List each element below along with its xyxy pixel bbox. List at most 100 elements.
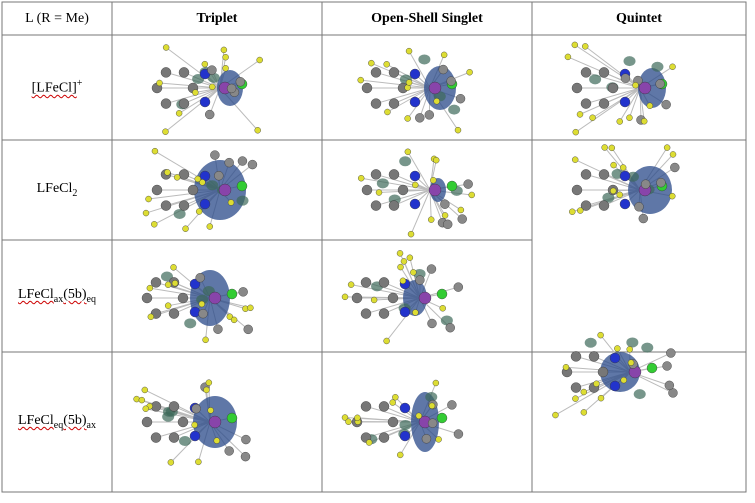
atom — [436, 412, 448, 424]
atom — [410, 269, 417, 276]
row-label: LFeClax(5b)eq — [2, 240, 112, 352]
atom — [392, 394, 399, 401]
atom — [205, 109, 215, 120]
bond — [165, 87, 221, 133]
atom — [151, 147, 159, 155]
atom — [341, 293, 349, 301]
atom — [227, 199, 235, 206]
atom — [142, 405, 149, 412]
atom — [150, 432, 162, 443]
bond — [579, 87, 641, 115]
atom — [580, 169, 592, 180]
atom — [226, 83, 237, 94]
atom — [447, 400, 457, 410]
atom — [407, 230, 415, 238]
atom — [580, 388, 588, 396]
atom — [646, 362, 658, 374]
atom — [236, 180, 248, 192]
atom — [580, 98, 592, 109]
bond — [183, 87, 221, 105]
atom — [669, 63, 676, 71]
atom — [189, 306, 201, 318]
atom — [235, 77, 246, 87]
atom — [387, 416, 399, 428]
atom — [412, 181, 419, 189]
atom — [226, 313, 234, 320]
atom — [213, 437, 220, 444]
atom — [160, 200, 172, 211]
bond — [360, 79, 431, 89]
bond — [407, 151, 431, 191]
atom — [580, 67, 592, 78]
atom — [627, 359, 635, 366]
atom — [428, 216, 435, 223]
atom — [582, 43, 589, 50]
spin-lobe — [425, 392, 438, 403]
atom — [656, 177, 666, 188]
atom — [171, 280, 179, 287]
atom — [610, 161, 617, 169]
atom — [201, 60, 209, 68]
atom — [607, 82, 619, 94]
atom — [399, 277, 407, 285]
atom — [616, 191, 623, 199]
atom — [243, 324, 253, 335]
spin-density — [638, 68, 666, 108]
row-label: LFeCl2 — [2, 140, 112, 240]
atom — [156, 79, 163, 87]
atom — [406, 254, 414, 261]
spin-lobe — [651, 61, 664, 72]
atom — [646, 102, 654, 109]
atom — [191, 403, 201, 414]
atom — [368, 59, 375, 67]
atom — [397, 263, 404, 271]
atom — [441, 212, 449, 219]
atom — [226, 412, 238, 424]
header-cell: Open-Shell Singlet — [371, 10, 483, 26]
bond — [628, 87, 641, 118]
atom — [378, 277, 390, 288]
atom — [463, 179, 473, 189]
atom — [421, 434, 432, 444]
bond — [178, 87, 221, 114]
label-text: LFeCl — [17, 287, 54, 303]
spin-lobe — [178, 436, 191, 447]
atom — [360, 401, 372, 412]
atom — [418, 291, 432, 305]
atom — [178, 67, 190, 78]
atom — [150, 277, 162, 288]
spin-lobe — [602, 192, 615, 203]
atom — [453, 282, 463, 292]
spin-lobe — [236, 195, 249, 206]
spin-lobe — [623, 56, 636, 67]
spin-lobe — [184, 318, 197, 329]
atom — [614, 345, 621, 352]
atom — [608, 144, 616, 152]
atom — [199, 179, 206, 186]
atom — [388, 98, 400, 109]
atom — [168, 432, 180, 443]
atom — [370, 200, 382, 211]
atom — [616, 118, 623, 125]
atom — [224, 446, 234, 456]
atom — [432, 379, 440, 387]
atom — [138, 396, 146, 404]
atom — [428, 81, 442, 95]
atom — [175, 110, 183, 117]
atom — [433, 98, 440, 105]
atom — [226, 288, 238, 300]
atom — [453, 429, 464, 439]
atom — [440, 51, 448, 59]
atom — [361, 82, 373, 94]
atom — [347, 281, 355, 288]
atom — [247, 304, 254, 312]
atom — [195, 208, 203, 215]
label-sub: eq — [86, 293, 96, 305]
atom — [446, 76, 456, 86]
atom — [626, 114, 633, 121]
atom — [399, 402, 411, 414]
atom — [409, 68, 421, 80]
atom — [240, 451, 251, 462]
